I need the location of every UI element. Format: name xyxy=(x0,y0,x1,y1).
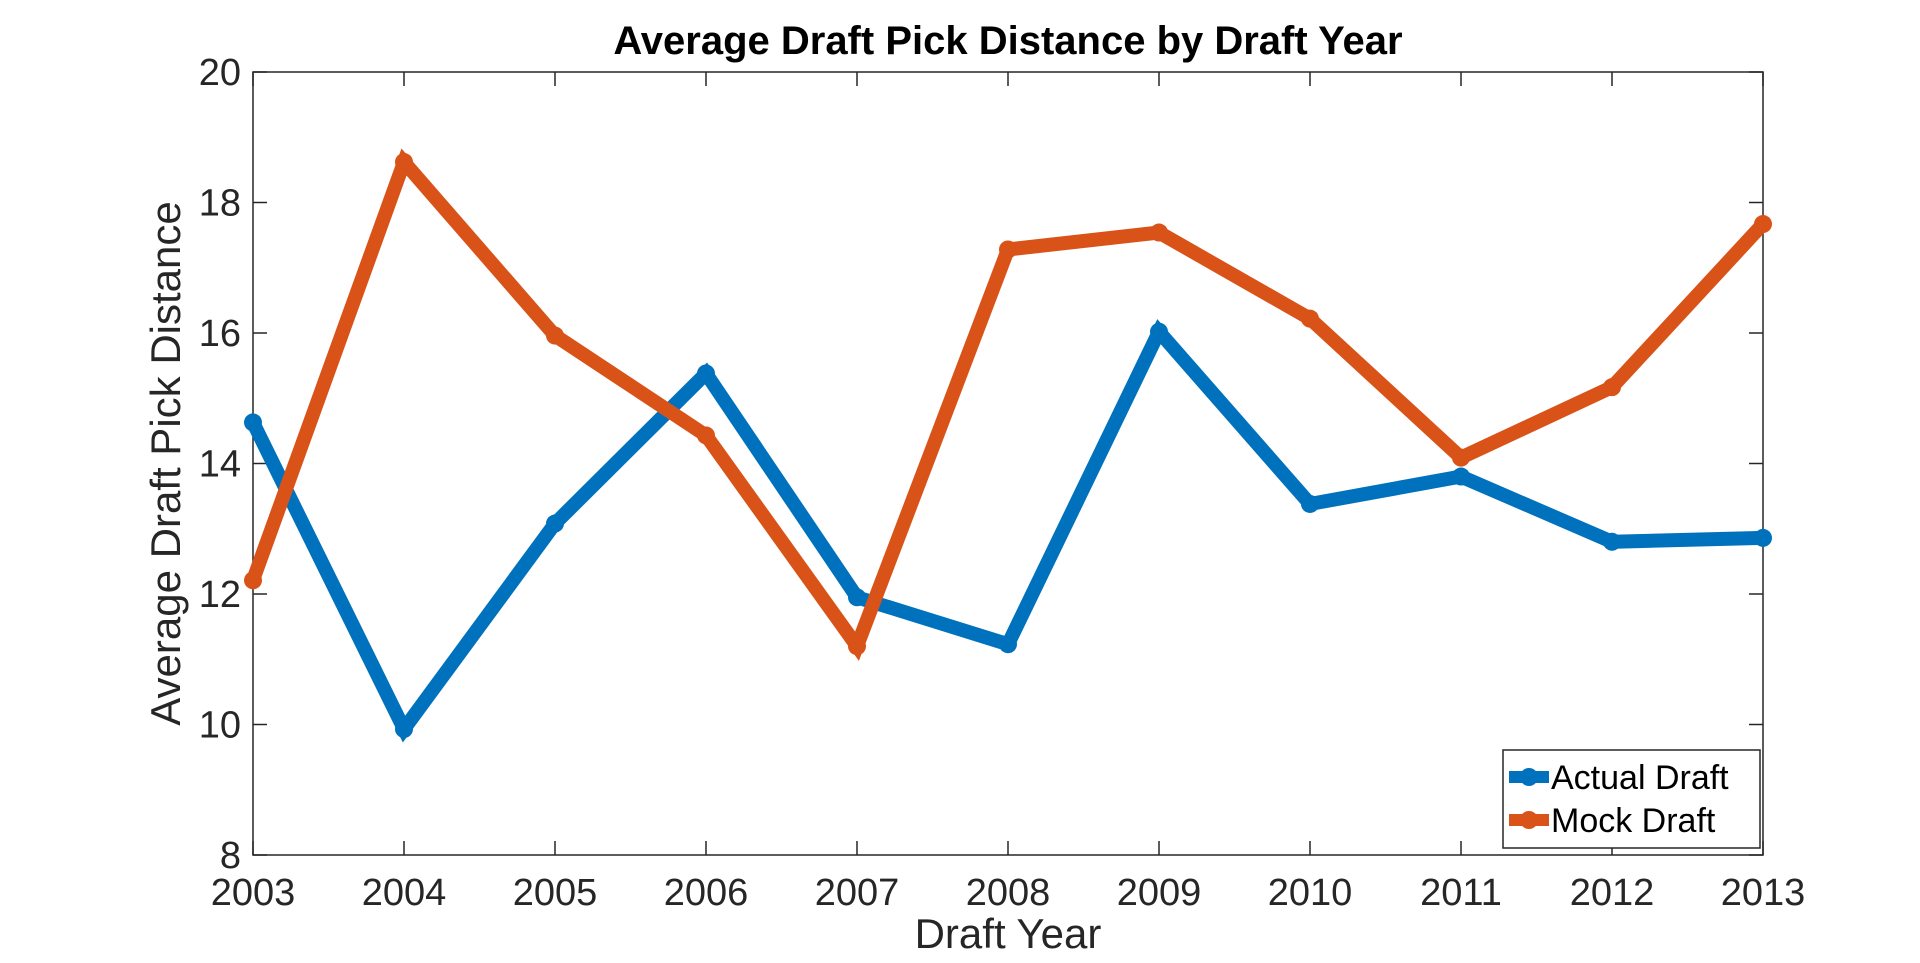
legend-label: Mock Draft xyxy=(1551,802,1716,840)
x-axis: 2003 2004 2005 2006 2007 2008 2009 2010 2011 2012… xyxy=(211,72,1806,914)
data-point xyxy=(395,720,413,739)
data-point xyxy=(1452,448,1470,467)
series-layer xyxy=(244,148,1772,743)
y-tick-label: 10 xyxy=(199,705,241,747)
data-point xyxy=(395,153,413,172)
data-point xyxy=(1603,378,1621,397)
y-tick-label: 8 xyxy=(220,835,241,877)
x-tick-label: 2012 xyxy=(1570,872,1655,914)
data-point xyxy=(697,426,715,445)
legend-label: Actual Draft xyxy=(1551,759,1729,797)
y-tick-label: 18 xyxy=(199,183,241,225)
data-point xyxy=(546,326,564,345)
data-point xyxy=(1301,309,1319,328)
legend: Actual Draft Mock Draft xyxy=(1502,749,1761,849)
legend-item: Actual Draft xyxy=(1509,759,1729,797)
y-axis-label: Average Draft Pick Distance xyxy=(142,201,189,725)
data-point xyxy=(999,635,1017,654)
y-axis: 8 10 12 14 16 18 20 xyxy=(199,52,1763,877)
x-axis-label: Draft Year xyxy=(915,910,1102,957)
y-tick-label: 12 xyxy=(199,574,241,616)
series-actual-draft xyxy=(244,319,1772,743)
x-tick-label: 2011 xyxy=(1420,872,1502,914)
x-tick-label: 2003 xyxy=(211,872,296,914)
y-tick-label: 20 xyxy=(199,52,241,94)
legend-marker xyxy=(1520,768,1538,786)
x-tick-label: 2004 xyxy=(362,872,447,914)
x-tick-label: 2009 xyxy=(1117,872,1202,914)
data-point xyxy=(1452,467,1470,486)
x-tick-label: 2007 xyxy=(815,872,900,914)
x-tick-label: 2005 xyxy=(513,872,598,914)
x-tick-label: 2008 xyxy=(966,872,1051,914)
data-point xyxy=(1301,494,1319,513)
series-mock-draft xyxy=(244,148,1772,661)
data-point xyxy=(848,637,866,656)
y-tick-label: 16 xyxy=(199,313,241,355)
data-point xyxy=(1603,532,1621,551)
legend-marker xyxy=(1520,811,1538,829)
data-point xyxy=(1150,322,1168,341)
data-point xyxy=(546,514,564,533)
data-point xyxy=(1754,528,1772,547)
x-tick-label: 2010 xyxy=(1268,872,1353,914)
chart-title: Average Draft Pick Distance by Draft Yea… xyxy=(613,19,1402,63)
data-point xyxy=(848,588,866,607)
x-tick-label: 2013 xyxy=(1721,872,1806,914)
data-point xyxy=(1150,223,1168,242)
legend-item: Mock Draft xyxy=(1509,802,1716,840)
data-point xyxy=(697,364,715,383)
x-tick-label: 2006 xyxy=(664,872,749,914)
data-point xyxy=(244,571,262,590)
y-tick-label: 14 xyxy=(199,444,241,486)
plot-area xyxy=(252,71,1764,856)
data-point xyxy=(1754,215,1772,234)
legend-box xyxy=(1502,749,1761,849)
data-point xyxy=(999,240,1017,259)
data-point xyxy=(244,413,262,432)
